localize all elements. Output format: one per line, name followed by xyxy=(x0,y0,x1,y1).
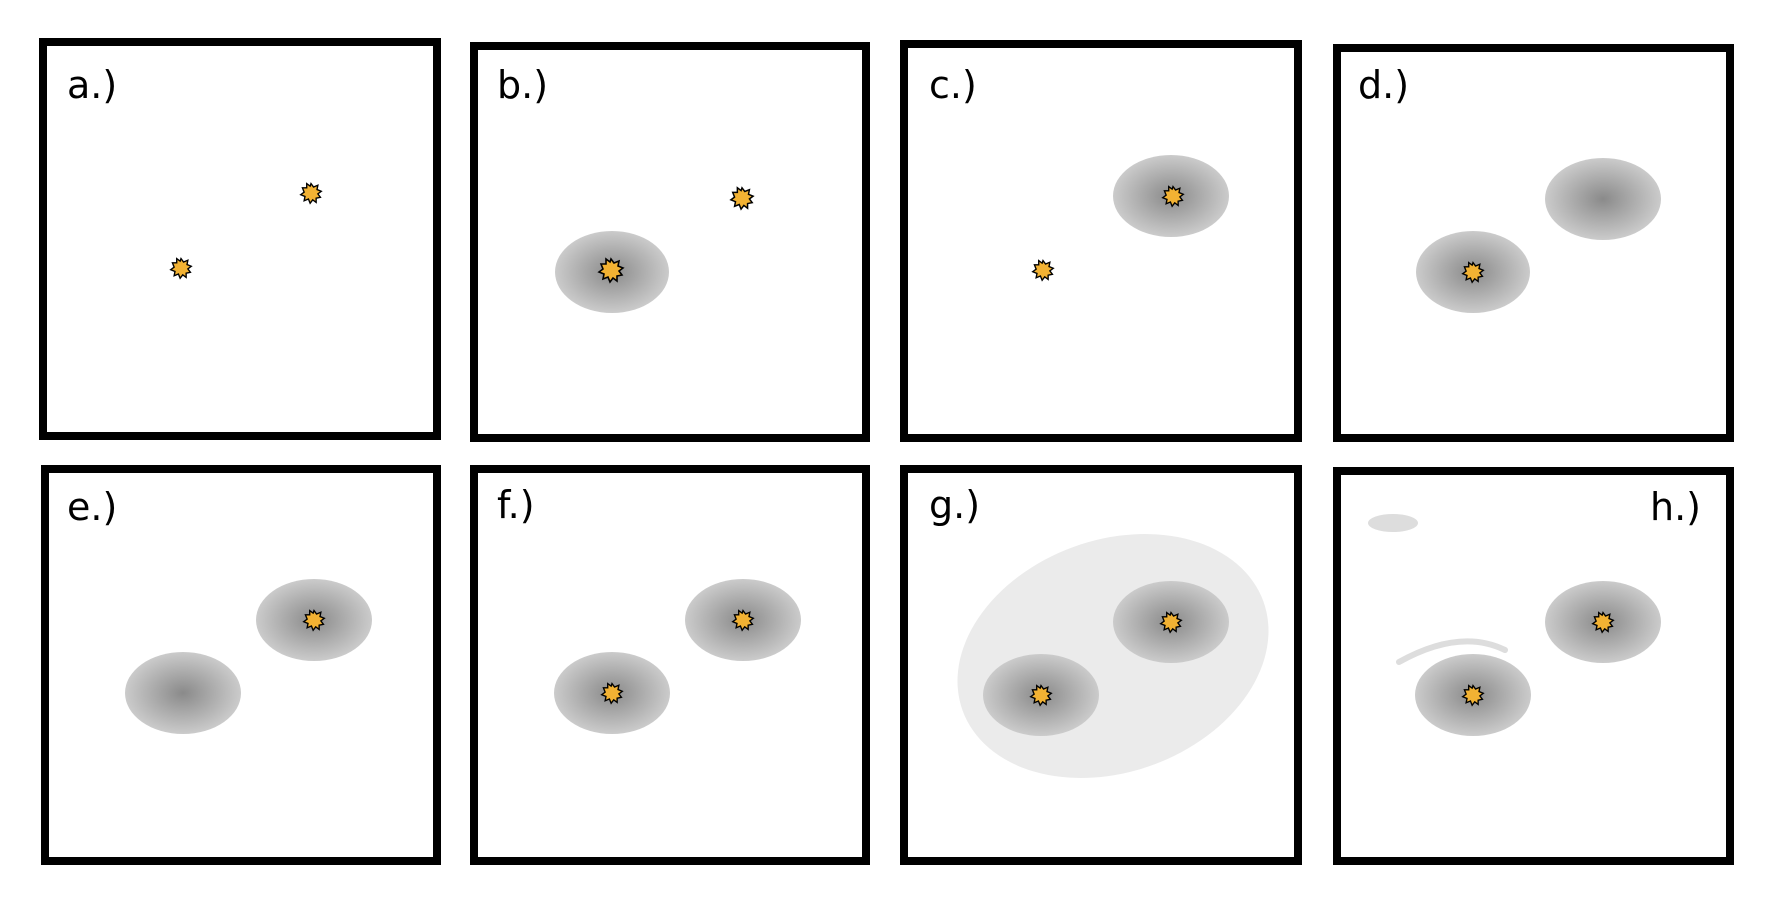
panel-label: a.) xyxy=(67,63,117,107)
panel-label: f.) xyxy=(497,483,535,527)
panel-label: d.) xyxy=(1358,63,1409,107)
gray-halo xyxy=(1545,158,1661,240)
panel-frame xyxy=(1333,44,1734,442)
panel-label: b.) xyxy=(497,63,548,107)
panel-label: g.) xyxy=(929,483,980,527)
panel-b: b.) xyxy=(470,42,870,442)
panel-a: a.) xyxy=(39,38,441,440)
panel-frame xyxy=(1333,467,1734,865)
panel-label: c.) xyxy=(929,63,977,107)
panel-h: h.) xyxy=(1333,467,1734,865)
panel-frame xyxy=(900,40,1302,442)
panel-frame xyxy=(470,42,870,442)
panel-c: c.) xyxy=(900,40,1302,442)
small-gray-blob xyxy=(1368,514,1418,532)
panel-label: h.) xyxy=(1650,485,1701,529)
panel-frame xyxy=(39,38,441,440)
panel-frame xyxy=(470,465,870,865)
panel-f: f.) xyxy=(470,465,870,865)
panel-g: g.) xyxy=(900,465,1302,865)
gray-halo xyxy=(125,652,241,734)
panel-d: d.) xyxy=(1333,44,1734,442)
gray-filament xyxy=(1396,638,1508,665)
panel-label: e.) xyxy=(67,485,117,529)
panel-e: e.) xyxy=(41,465,441,865)
panel-frame xyxy=(41,465,441,865)
